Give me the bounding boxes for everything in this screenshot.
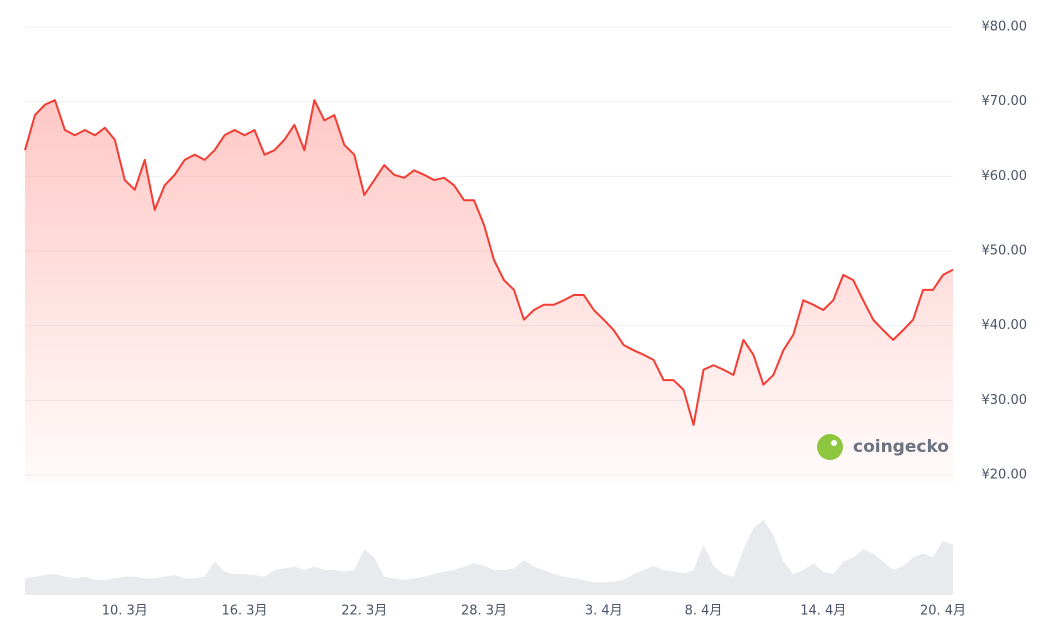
price-area — [25, 100, 953, 484]
y-tick-label: ¥30.00 — [982, 393, 1028, 408]
y-tick-label: ¥60.00 — [982, 169, 1028, 184]
volume-area — [25, 520, 953, 595]
x-tick-label: 14. 4月 — [800, 604, 846, 619]
logo-eye — [831, 440, 837, 446]
y-tick-label: ¥40.00 — [982, 318, 1028, 333]
x-tick-label: 8. 4月 — [685, 604, 723, 619]
watermark: coingecko — [817, 434, 949, 460]
y-tick-label: ¥70.00 — [982, 94, 1028, 109]
x-tick-label: 22. 3月 — [341, 604, 387, 619]
y-tick-label: ¥50.00 — [982, 244, 1028, 259]
x-tick-label: 28. 3月 — [461, 604, 507, 619]
logo — [817, 434, 843, 460]
x-tick-label: 10. 3月 — [102, 604, 148, 619]
y-tick-label: ¥20.00 — [982, 468, 1028, 483]
x-tick-label: 3. 4月 — [585, 604, 623, 619]
x-tick-label: 16. 3月 — [221, 604, 267, 619]
y-tick-label: ¥80.00 — [982, 20, 1028, 35]
x-tick-label: 20. 4月 — [920, 604, 966, 619]
price-line — [24, 99, 954, 426]
watermark-text: coingecko — [853, 437, 949, 457]
